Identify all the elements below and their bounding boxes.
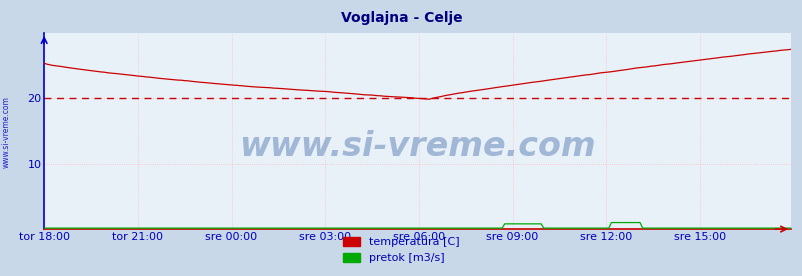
Text: Voglajna - Celje: Voglajna - Celje <box>340 11 462 25</box>
Legend: temperatura [C], pretok [m3/s]: temperatura [C], pretok [m3/s] <box>338 232 464 268</box>
Text: www.si-vreme.com: www.si-vreme.com <box>239 130 595 163</box>
Text: www.si-vreme.com: www.si-vreme.com <box>2 97 11 168</box>
